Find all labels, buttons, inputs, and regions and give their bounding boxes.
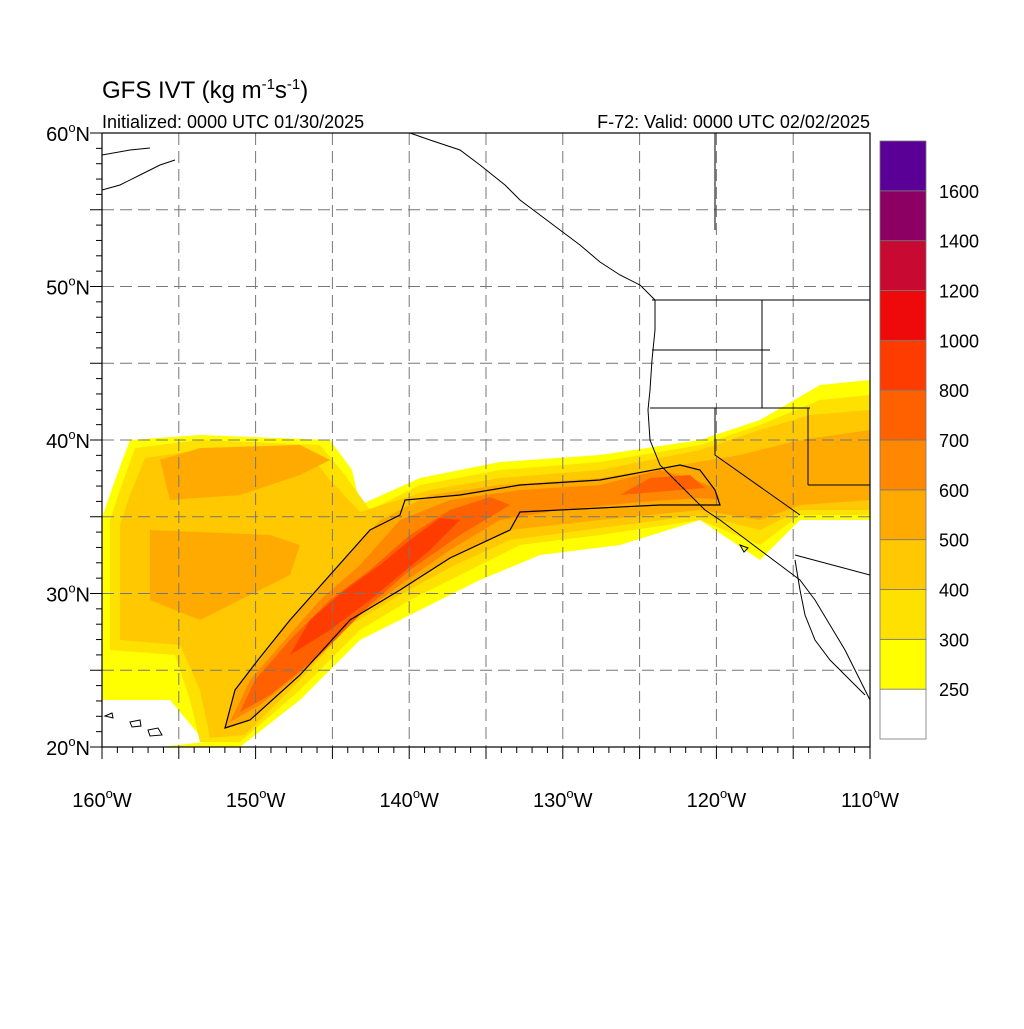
north-america-coast — [409, 133, 870, 701]
colorbar-label: 250 — [939, 680, 969, 700]
channel-islands — [738, 544, 749, 553]
ivt-fill-500-north — [160, 445, 330, 500]
ivt-fill-500 — [150, 530, 300, 620]
lon-tick-label: 130oW — [533, 786, 593, 812]
colorbar-swatch — [879, 638, 927, 690]
north-alaska-coast — [102, 147, 151, 156]
colorbar-label: 1200 — [939, 282, 979, 302]
colorbar-label: 1000 — [939, 331, 979, 351]
graticule — [102, 133, 870, 747]
colorbar-swatch — [879, 439, 927, 491]
colorbar-label: 1400 — [939, 232, 979, 252]
ivt-fill-700 — [240, 497, 510, 712]
colorbar-label: 300 — [939, 630, 969, 650]
colorbar-swatch — [879, 688, 927, 740]
ivt-fill-700-east — [620, 475, 705, 495]
longitude-labels: 160oW 150oW 140oW 130oW 120oW 110oW — [72, 786, 899, 812]
colorbar-swatch — [879, 190, 927, 242]
lat-tick-label: 20oN — [46, 734, 90, 760]
hawaii-island-2 — [129, 719, 142, 728]
initialized-label: Initialized: 0000 UTC 01/30/2025 — [102, 112, 364, 132]
colorbar-label: 500 — [939, 531, 969, 551]
colorbar-label: 800 — [939, 381, 969, 401]
colorbar-label: 700 — [939, 431, 969, 451]
hawaii-island-3 — [147, 727, 163, 737]
colorbar-swatch — [879, 589, 927, 640]
california-nevada-border — [714, 408, 801, 516]
colorbar-swatch — [879, 489, 927, 541]
hawaii-island-1 — [103, 712, 114, 719]
latitude-labels: 60oN 50oN 40oN 30oN 20oN — [46, 120, 90, 760]
colorbar-label: 400 — [939, 581, 969, 601]
map-area — [101, 132, 871, 748]
coastlines — [102, 133, 870, 701]
colorbar-swatch — [879, 539, 927, 590]
lat-tick-label: 60oN — [46, 120, 90, 146]
colorbar-swatch — [879, 290, 927, 341]
valid-label: F-72: Valid: 0000 UTC 02/02/2025 — [597, 112, 870, 132]
lon-tick-label: 150oW — [226, 786, 286, 812]
baja-coast — [794, 559, 866, 696]
lat-tick-label: 30oN — [46, 581, 90, 607]
lon-tick-label: 120oW — [687, 786, 747, 812]
lat-tick-label: 40oN — [46, 427, 90, 453]
lat-tick-label: 50oN — [46, 274, 90, 300]
colorbar: 250 300 400 500 600 700 800 1000 1200 1400 1600 — [879, 140, 979, 740]
lon-tick-label: 160oW — [72, 786, 132, 812]
colorbar-swatch — [879, 389, 927, 441]
colorbar-label: 1600 — [939, 182, 979, 202]
political-borders — [650, 133, 870, 576]
figure-title: GFS IVT (kg m-1s-1) — [102, 76, 308, 104]
axis-ticks — [90, 132, 871, 759]
ar-outline-contour — [224, 464, 721, 729]
lon-tick-label: 140oW — [379, 786, 439, 812]
lon-tick-label: 110oW — [841, 786, 899, 812]
alaska-coast-fragment — [102, 159, 176, 191]
us-mexico-border — [794, 554, 870, 576]
colorbar-label: 600 — [939, 481, 969, 501]
colorbar-swatch — [879, 240, 927, 291]
colorbar-swatch — [879, 140, 927, 192]
colorbar-swatch — [879, 339, 927, 391]
islands — [103, 544, 749, 737]
